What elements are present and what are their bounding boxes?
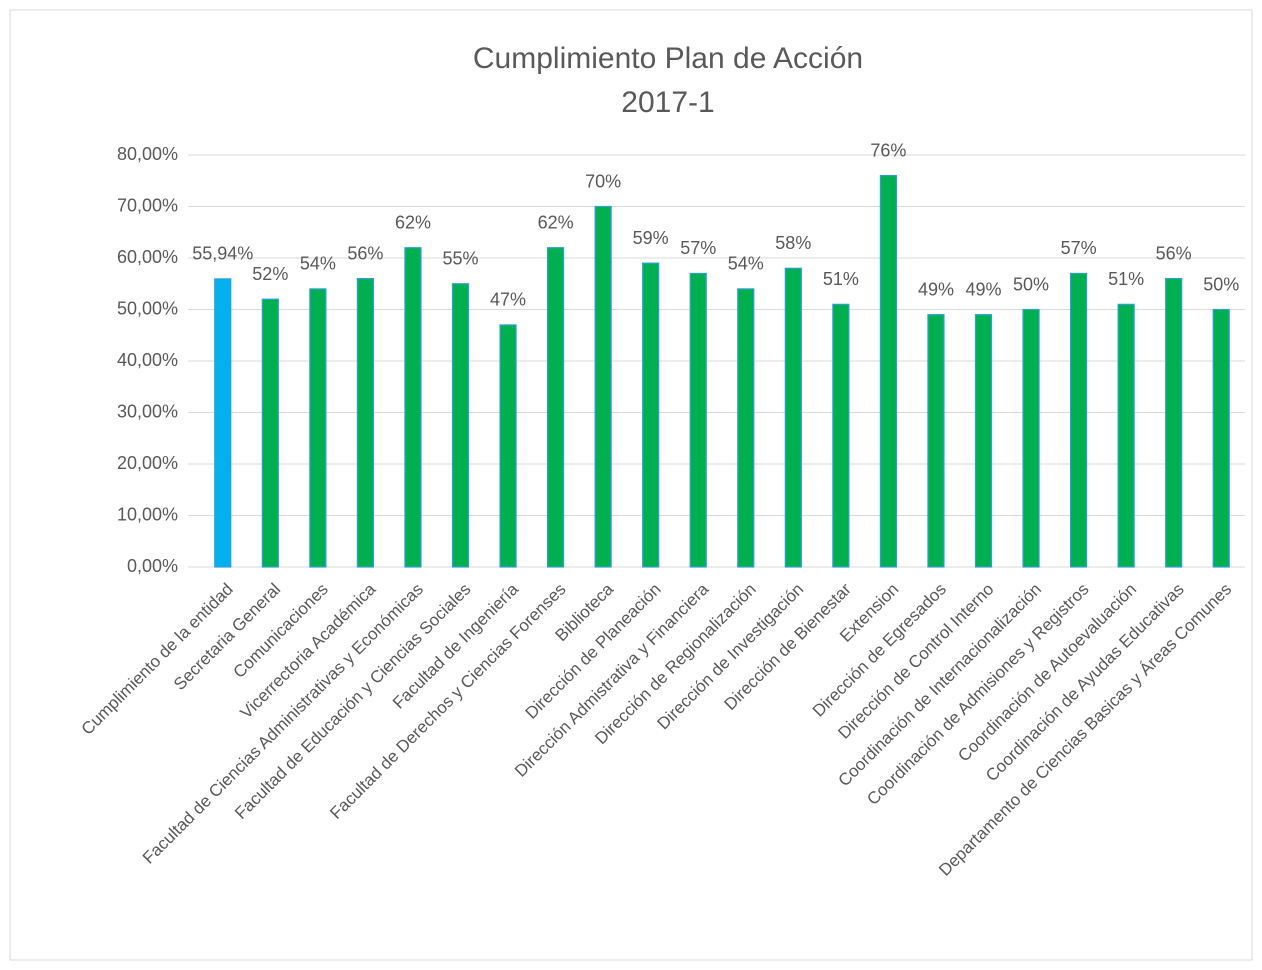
data-label: 50% <box>1203 274 1239 294</box>
data-label: 52% <box>252 264 288 284</box>
data-label: 56% <box>1156 243 1192 263</box>
bar <box>404 247 422 568</box>
data-label: 62% <box>395 212 431 232</box>
bar <box>499 324 517 568</box>
chart-title: Cumplimiento Plan de Acción <box>473 42 863 75</box>
bar <box>1117 303 1135 568</box>
bar <box>1165 278 1183 568</box>
y-tick-label: 10,00% <box>117 504 178 524</box>
bar <box>927 314 945 568</box>
bar <box>261 298 279 568</box>
data-label: 55,94% <box>192 244 253 264</box>
data-label: 76% <box>870 140 906 160</box>
bar <box>689 272 707 568</box>
data-label: 59% <box>633 228 669 248</box>
bar <box>832 303 850 568</box>
y-tick-label: 60,00% <box>117 247 178 267</box>
y-tick-label: 30,00% <box>117 401 178 421</box>
bar <box>1069 272 1088 568</box>
y-tick-label: 70,00% <box>117 195 178 215</box>
bar <box>1022 308 1040 568</box>
bar <box>879 175 898 568</box>
y-tick-label: 0,00% <box>127 556 178 576</box>
bar <box>309 288 327 568</box>
data-label: 70% <box>585 171 621 191</box>
bar <box>451 283 470 568</box>
data-label: 47% <box>490 290 526 310</box>
data-label: 62% <box>538 212 574 232</box>
y-tick-label: 20,00% <box>117 453 178 473</box>
bar <box>1212 308 1230 568</box>
data-label: 51% <box>1108 269 1144 289</box>
data-label: 55% <box>442 249 478 269</box>
data-label: 49% <box>965 279 1001 299</box>
data-label: 49% <box>918 279 954 299</box>
bar <box>642 262 660 568</box>
bar <box>356 278 375 568</box>
bar <box>737 288 755 568</box>
y-tick-label: 80,00% <box>117 144 178 164</box>
bar <box>594 205 612 568</box>
bar <box>784 267 802 568</box>
y-tick-label: 40,00% <box>117 350 178 370</box>
data-label: 54% <box>728 254 764 274</box>
bar <box>214 278 232 568</box>
y-tick-label: 50,00% <box>117 298 178 318</box>
data-label: 58% <box>775 233 811 253</box>
data-label: 50% <box>1013 274 1049 294</box>
data-label: 57% <box>1061 238 1097 258</box>
data-label: 56% <box>347 243 383 263</box>
data-label: 54% <box>300 254 336 274</box>
bar <box>974 314 993 568</box>
data-label: 51% <box>823 269 859 289</box>
bar <box>546 247 565 568</box>
chart-subtitle: 2017-1 <box>621 86 714 119</box>
data-label: 57% <box>680 238 716 258</box>
